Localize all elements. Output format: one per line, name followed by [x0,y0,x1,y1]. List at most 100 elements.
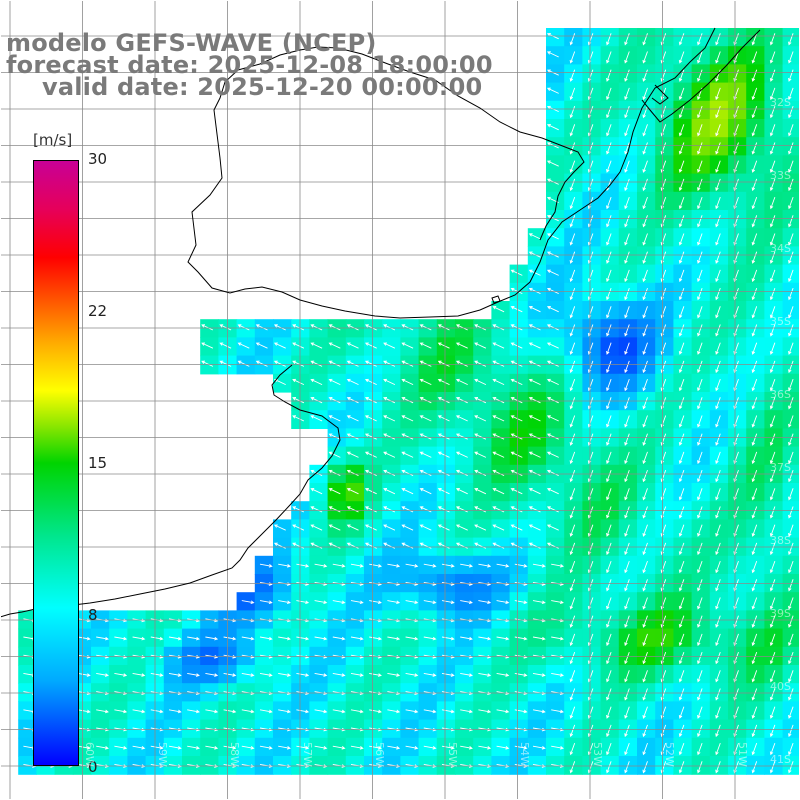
wind-arrow [205,709,219,714]
wind-arrow [624,324,630,337]
wind-arrow [510,397,523,404]
wind-arrow [715,215,721,228]
wind-arrow [624,524,630,537]
wind-arrow [551,709,564,714]
wind-arrow [273,524,286,531]
wind-arrow [788,488,794,501]
wind-arrow [77,709,91,714]
longitude-label: 57W [300,742,314,767]
wind-arrow [715,196,721,210]
wind-arrow [328,433,341,440]
wind-arrow [569,488,576,501]
wind-arrow [437,433,450,440]
wind-arrow [405,636,419,641]
wind-arrow [697,651,703,665]
wind-arrow [788,542,794,556]
wind-arrow [364,451,377,458]
wind-arrow [769,178,776,192]
wind-arrow [455,360,468,367]
wind-arrow [546,488,559,495]
wind-arrow [642,415,648,428]
wind-arrow [569,124,576,137]
longitude-label: 52W [663,742,676,767]
wind-arrow [697,142,703,155]
wind-arrow [292,397,305,404]
wind-arrow [460,636,473,641]
wind-arrow [510,269,523,276]
wind-arrow [474,378,487,386]
wind-arrow [642,87,648,101]
wind-arrow [546,87,559,94]
wind-arrow [788,415,794,428]
wind-arrow [642,51,648,64]
wind-arrow [606,433,612,446]
wind-arrow [437,415,450,422]
wind-arrow [114,636,128,641]
wind-arrow [769,742,776,756]
wind-arrow [546,324,559,331]
coastline-south [0,364,341,618]
wind-arrow [769,196,776,210]
wind-arrow [697,506,703,519]
wind-arrow [715,670,721,683]
wind-arrow [369,636,382,641]
wind-arrow [419,469,432,477]
wind-arrow [350,636,364,641]
latitude-label: 32S [770,96,791,109]
wind-arrow [569,196,576,210]
wind-arrow [551,672,564,677]
wind-arrow [642,670,648,683]
wind-arrow [369,600,382,605]
wind-arrow [474,397,487,404]
wind-arrow [624,724,630,738]
wind-arrow [77,636,91,641]
wind-arrow [697,251,703,264]
wind-arrow [715,706,721,719]
wind-arrow [769,233,776,246]
wind-arrow [715,451,721,465]
wind-arrow [678,415,685,428]
wind-arrow [769,360,776,374]
wind-arrow [642,560,648,574]
wind-arrow [606,488,612,501]
wind-arrow [769,633,776,647]
wind-arrow [241,636,255,641]
wind-arrow [769,542,776,556]
wind-arrow [769,469,776,483]
wind-arrow [314,745,328,750]
wind-arrow [492,324,505,331]
wind-arrow [678,87,685,101]
wind-arrow [751,688,758,701]
wind-arrow [569,269,576,283]
wind-arrow [788,651,794,665]
wind-arrow [350,709,364,714]
wind-arrow [405,600,419,605]
wind-arrow [296,745,310,750]
wind-arrow [751,670,758,683]
wind-arrow [624,360,630,374]
wind-arrow [769,160,776,173]
wind-arrow [401,324,414,331]
wind-arrow [606,542,612,556]
wind-arrow [569,233,576,246]
wind-arrow [546,124,559,131]
wind-arrow [401,524,414,531]
wind-arrow [496,600,510,605]
wind-arrow [715,469,721,483]
wind-arrow [788,33,794,46]
wind-arrow [292,360,305,367]
wind-arrow [314,672,328,677]
wind-arrow [569,451,576,465]
wind-arrow [715,524,721,537]
wind-arrow [715,560,721,574]
wind-arrow [314,636,328,641]
wind-arrow [769,69,776,82]
wind-arrow [624,761,630,774]
wind-arrow [551,600,564,605]
wind-arrow [310,342,323,349]
wind-arrow [510,306,523,313]
wind-arrow [678,124,685,137]
wind-arrow [401,451,414,458]
wind-arrow [187,672,200,677]
wind-arrow [423,636,437,641]
